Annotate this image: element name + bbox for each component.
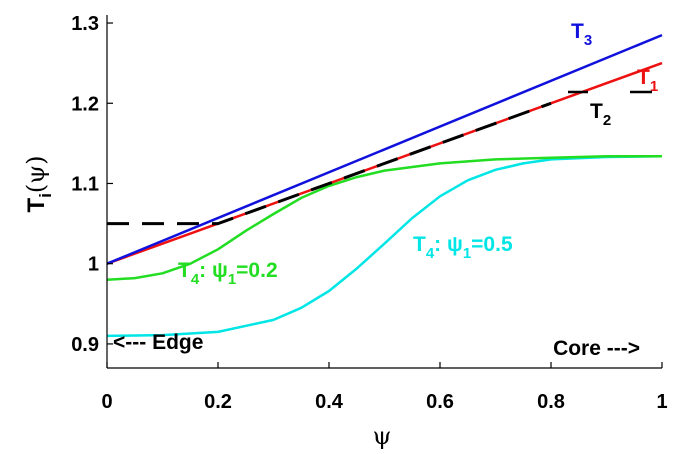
x-axis-label: ψ xyxy=(373,422,392,450)
x-tick-label: 0.6 xyxy=(426,391,454,413)
y-tick-label: 1.2 xyxy=(71,93,99,115)
x-tick-label: 0 xyxy=(101,391,112,413)
y-tick-label: 0.9 xyxy=(71,334,99,356)
y-tick-label: 1 xyxy=(88,254,99,276)
y-axis-label-main: T xyxy=(23,197,50,212)
series-layer xyxy=(106,33,663,338)
y-tick-label: 1.3 xyxy=(71,13,99,35)
annotation-t4-psi1-0.5: T4: ψ1=0.5 xyxy=(413,233,513,262)
series-line-0 xyxy=(106,154,663,338)
x-tick-label: 0.8 xyxy=(537,391,565,413)
annotation-core: Core ---> xyxy=(553,337,640,360)
series-line-4 xyxy=(106,33,663,265)
annotation-t2: T2 xyxy=(590,100,611,129)
y-tick-label: 1.1 xyxy=(71,173,99,195)
annotation-t1: T1 xyxy=(637,66,658,95)
annotation-t4-psi1-0.2: T4: ψ1=0.2 xyxy=(178,259,278,288)
y-axis-label-sub: i xyxy=(36,193,55,198)
x-tick-label: 0.4 xyxy=(315,391,344,413)
x-tick-label: 1 xyxy=(656,391,667,413)
tick-labels: 0 0.2 0.4 0.6 0.8 1 0.9 1 1.1 1.2 1.3 xyxy=(71,13,667,413)
x-tick-label: 0.2 xyxy=(204,391,232,413)
series-line-1 xyxy=(106,154,662,282)
axes-layer xyxy=(106,15,663,369)
annotation-edge: <--- Edge xyxy=(113,331,203,354)
svg-text:Ti(ψ): Ti(ψ) xyxy=(22,156,55,213)
y-axis-label: Ti(ψ) xyxy=(22,156,55,213)
annotation-t3: T3 xyxy=(571,20,592,49)
series-line-3 xyxy=(107,101,552,226)
y-axis-label-paren: (ψ) xyxy=(22,156,50,194)
